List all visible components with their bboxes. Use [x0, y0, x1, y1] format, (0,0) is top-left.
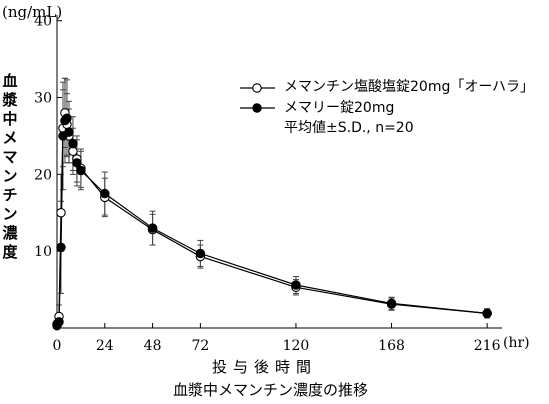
legend-markers: [240, 83, 275, 113]
data-point-filled: [68, 138, 78, 149]
y-axis-title-char: 中: [2, 110, 18, 128]
y-axis-title-char: 血: [2, 72, 18, 90]
y-axis-title-char: メ: [2, 129, 18, 147]
data-point-filled: [62, 113, 72, 124]
x-tick-label: 0: [53, 338, 62, 354]
x-tick-label: 120: [283, 338, 310, 354]
data-point-filled: [56, 242, 66, 253]
data-point-filled: [482, 308, 492, 319]
y-axis-title-char: ン: [2, 167, 18, 185]
y-axis-title-char: チ: [2, 186, 18, 204]
series-line-2: [56, 116, 488, 326]
x-axis-title: 投与後時間: [212, 358, 318, 376]
y-tick-label: 10: [34, 244, 52, 260]
x-tick-label: 24: [96, 338, 114, 354]
y-axis-title-char: ン: [2, 205, 18, 223]
data-point-filled: [54, 317, 64, 327]
data-point-filled: [72, 158, 82, 168]
legend-note: 平均値±S.D., n=20: [284, 120, 414, 136]
legend-label-series-2: メマリー錠20mg: [284, 100, 395, 116]
series-line-1: [56, 112, 488, 325]
data-points: [52, 108, 492, 331]
x-tick-label: 48: [144, 338, 162, 354]
chart-caption: 血漿中メマンチン濃度の推移: [173, 381, 369, 399]
chart-axes: [56, 15, 502, 329]
data-point-filled: [291, 280, 301, 290]
data-point-open: [56, 208, 66, 218]
y-axis-title-char: 度: [2, 243, 18, 261]
x-tick-label: 168: [378, 338, 405, 354]
data-point-filled: [147, 223, 158, 233]
y-tick-label: 20: [34, 167, 52, 183]
data-point-filled: [76, 165, 86, 176]
y-axis-title-char: マ: [2, 148, 18, 166]
data-point-filled: [386, 298, 397, 309]
error-bars: [54, 77, 491, 329]
y-tick-label: 40: [34, 14, 52, 30]
data-point-filled: [100, 188, 110, 199]
data-point-filled: [195, 248, 206, 259]
tick-labels: 10 20 30 40 0 24 48 72 120 168 216: [34, 14, 500, 354]
x-tick-label: 72: [191, 338, 209, 354]
legend-marker-2: [252, 103, 262, 113]
y-axis-title-char: 漿: [2, 91, 18, 109]
legend-marker-1: [252, 83, 262, 93]
y-axis-title: 血漿中メマンチン濃度: [0, 72, 20, 262]
legend-label-series-1: メマンチン塩酸塩錠20mg「オーハラ」: [284, 79, 535, 95]
x-tick-label: 216: [474, 338, 501, 354]
y-axis-title-char: 濃: [2, 224, 18, 242]
y-axis-unit: (ng/mL): [2, 3, 63, 21]
x-axis-unit: (hr): [503, 335, 530, 351]
series-lines: [56, 112, 488, 326]
data-point-filled: [64, 127, 74, 137]
y-tick-label: 30: [34, 91, 52, 107]
